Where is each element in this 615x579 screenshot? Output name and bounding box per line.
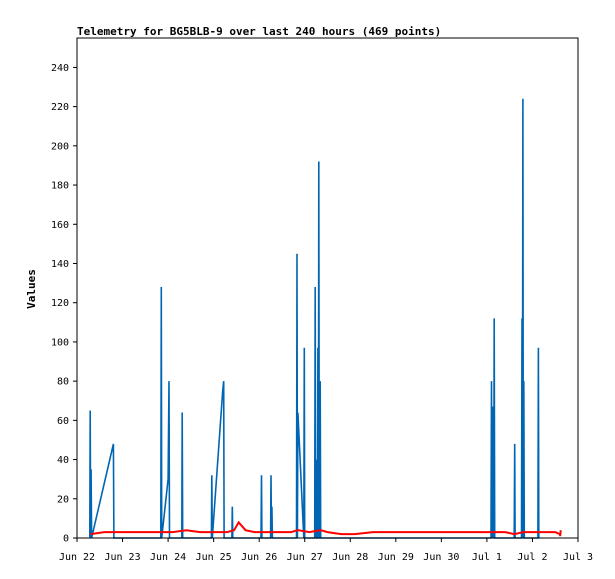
x-tick-label: Jul 1 bbox=[472, 552, 502, 563]
x-tick-label: Jul 2 bbox=[517, 552, 547, 563]
x-tick-label: Jun 27 bbox=[287, 552, 323, 563]
y-tick-label: 120 bbox=[51, 298, 69, 309]
x-tick-label: Jun 26 bbox=[241, 552, 277, 563]
x-axis: Jun 22 Jun 23 Jun 24 Jun 25 Jun 26 Jun 27 Jun … bbox=[59, 538, 593, 563]
y-tick-label: 140 bbox=[51, 259, 69, 270]
x-tick-label: Jun 28 bbox=[332, 552, 368, 563]
y-tick-label: 180 bbox=[51, 181, 69, 192]
y-tick-label: 200 bbox=[51, 141, 69, 152]
y-tick-label: 20 bbox=[57, 494, 69, 505]
y-tick-label: 40 bbox=[57, 455, 69, 466]
y-tick-label: 240 bbox=[51, 63, 69, 74]
plot-frame bbox=[76, 37, 579, 539]
y-axis: 0 20 40 60 80 100 120 140 160 180 200 220 240 bbox=[51, 63, 77, 545]
y-axis-label: Values bbox=[25, 269, 38, 309]
series-line-2 bbox=[90, 520, 562, 537]
series-line-1 bbox=[89, 98, 540, 539]
x-tick-label: Jun 25 bbox=[196, 552, 232, 563]
x-tick-label: Jul 3 bbox=[563, 552, 593, 563]
y-tick-label: 80 bbox=[57, 377, 69, 388]
chart-title: Telemetry for BG5BLB-9 over last 240 hou… bbox=[77, 25, 441, 38]
y-tick-label: 100 bbox=[51, 337, 69, 348]
x-tick-label: Jun 22 bbox=[59, 552, 95, 563]
x-tick-label: Jun 24 bbox=[150, 552, 186, 563]
x-tick-label: Jun 23 bbox=[104, 552, 140, 563]
x-tick-label: Jun 30 bbox=[423, 552, 459, 563]
y-tick-label: 0 bbox=[63, 534, 69, 545]
y-tick-label: 60 bbox=[57, 416, 69, 427]
y-tick-label: 160 bbox=[51, 220, 69, 231]
y-tick-label: 220 bbox=[51, 102, 69, 113]
x-tick-label: Jun 29 bbox=[378, 552, 414, 563]
series-layer bbox=[89, 98, 562, 539]
